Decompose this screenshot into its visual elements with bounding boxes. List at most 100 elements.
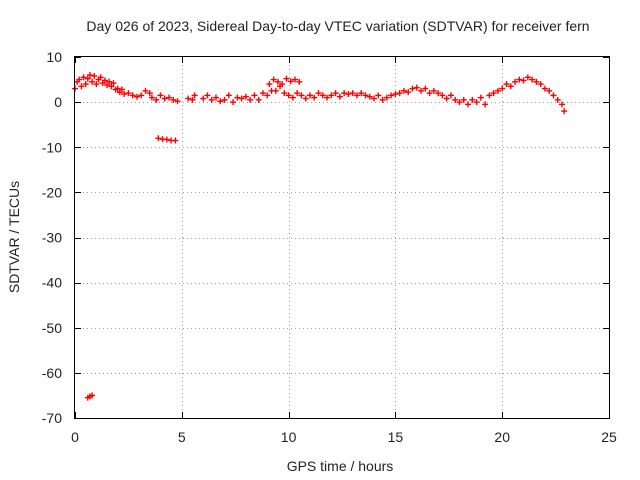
- data-point: [142, 87, 149, 94]
- chart-title: Day 026 of 2023, Sidereal Day-to-day VTE…: [86, 18, 589, 34]
- data-point: [170, 96, 177, 103]
- data-point: [255, 96, 262, 103]
- data-point: [296, 78, 303, 85]
- data-point: [172, 137, 179, 144]
- data-point: [185, 95, 192, 102]
- data-point: [328, 92, 335, 99]
- data-point: [272, 87, 279, 94]
- data-point: [559, 101, 566, 108]
- data-point: [494, 87, 501, 94]
- data-point: [204, 92, 211, 99]
- data-point: [153, 96, 160, 103]
- data-point: [281, 90, 288, 97]
- data-point: [516, 76, 523, 83]
- data-point: [537, 81, 544, 88]
- y-tick-label: 0: [54, 94, 62, 110]
- data-point: [422, 85, 429, 92]
- data-point: [392, 91, 399, 98]
- data-point: [430, 87, 437, 94]
- y-tick-label: 10: [46, 49, 62, 65]
- data-point: [452, 96, 459, 103]
- data-point: [324, 94, 331, 101]
- data-point: [84, 75, 91, 82]
- x-tick-label: 25: [601, 429, 617, 445]
- data-point: [473, 99, 480, 106]
- data-point: [306, 92, 313, 99]
- data-point: [371, 95, 378, 102]
- data-point: [104, 81, 111, 88]
- y-tick-label: -10: [42, 139, 62, 155]
- data-point: [274, 78, 281, 85]
- data-point: [336, 93, 343, 100]
- data-point: [345, 91, 352, 98]
- data-point: [108, 83, 115, 90]
- data-point: [121, 91, 128, 98]
- data-point: [490, 90, 497, 97]
- data-point: [270, 76, 277, 83]
- data-point: [155, 135, 162, 142]
- data-point: [106, 78, 113, 85]
- data-point: [315, 90, 322, 97]
- data-point: [512, 78, 519, 85]
- data-point: [533, 78, 540, 85]
- grid-layer: [75, 57, 609, 418]
- data-point: [189, 96, 196, 103]
- data-point: [101, 77, 108, 84]
- data-point: [524, 74, 531, 81]
- data-point: [554, 96, 561, 103]
- y-tick-label: -40: [42, 275, 62, 291]
- data-point: [388, 92, 395, 99]
- data-point: [486, 92, 493, 99]
- data-point: [456, 99, 463, 106]
- y-tick-label: -30: [42, 230, 62, 246]
- data-point: [133, 93, 140, 100]
- axis-ticks: 0 5 10 15 20 25 10 0 -10 -20 -30 -40 -50 -60 -70: [42, 49, 617, 445]
- data-point: [292, 76, 299, 83]
- data-point: [413, 84, 420, 91]
- data-point: [80, 74, 87, 81]
- data-point: [341, 90, 348, 97]
- data-point: [266, 81, 273, 88]
- data-point: [469, 96, 476, 103]
- data-point: [174, 98, 181, 105]
- data-point: [435, 90, 442, 97]
- data-point: [264, 92, 271, 99]
- data-point: [157, 92, 164, 99]
- data-point: [93, 81, 100, 88]
- data-point: [86, 72, 93, 79]
- data-point: [114, 85, 121, 92]
- data-point: [366, 93, 373, 100]
- data-point: [426, 90, 433, 97]
- data-point: [375, 92, 382, 99]
- data-point: [91, 72, 98, 79]
- x-axis-label: GPS time / hours: [287, 458, 394, 474]
- data-points: [72, 72, 568, 401]
- data-point: [110, 80, 117, 87]
- data-point: [251, 92, 258, 99]
- data-point: [161, 95, 168, 102]
- data-point: [82, 81, 89, 88]
- data-point: [163, 136, 170, 143]
- data-point: [238, 95, 245, 102]
- data-point: [234, 94, 241, 101]
- y-tick-label: -20: [42, 184, 62, 200]
- data-point: [298, 92, 305, 99]
- data-point: [138, 92, 145, 99]
- data-point: [418, 87, 425, 94]
- data-point: [409, 85, 416, 92]
- data-point: [503, 81, 510, 88]
- data-point: [332, 90, 339, 97]
- x-tick-label: 10: [281, 429, 297, 445]
- data-point: [499, 85, 506, 92]
- data-point: [78, 83, 85, 90]
- data-point: [287, 78, 294, 85]
- data-point: [129, 92, 136, 99]
- data-point: [221, 96, 228, 103]
- data-point: [383, 94, 390, 101]
- plot-frame: [74, 56, 610, 419]
- data-point: [125, 90, 132, 97]
- data-point: [294, 90, 301, 97]
- data-point: [443, 95, 450, 102]
- x-tick-label: 15: [388, 429, 404, 445]
